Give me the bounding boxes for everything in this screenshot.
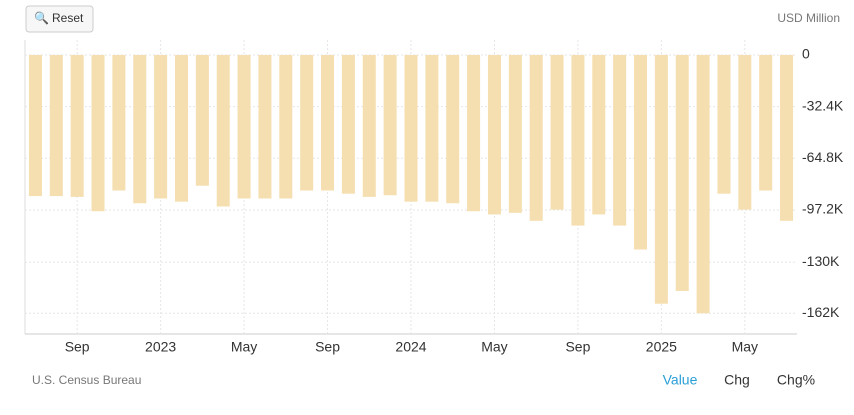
y-tick-label: -64.8K (802, 149, 844, 165)
bar (70, 54, 84, 197)
x-tick-label: 2024 (395, 339, 426, 355)
x-tick-label: Sep (65, 339, 90, 355)
bar (321, 54, 335, 191)
x-tick-label: Sep (565, 339, 590, 355)
bar (613, 54, 627, 226)
bar (675, 54, 689, 291)
bar (49, 54, 63, 197)
y-tick-label: -97.2K (802, 201, 844, 217)
bar (592, 54, 606, 215)
bar (279, 54, 293, 199)
bar (467, 54, 481, 212)
y-tick-label: -162K (802, 304, 840, 320)
bar (738, 54, 752, 210)
tab[interactable]: Chg (724, 372, 750, 388)
bar (654, 54, 668, 304)
x-tick-label: 2023 (145, 339, 176, 355)
bar (425, 54, 439, 202)
reset-label[interactable]: Reset (52, 11, 84, 25)
reset-button[interactable] (25, 5, 94, 33)
bar (508, 54, 522, 213)
bar (571, 54, 585, 226)
tab[interactable]: Chg% (777, 372, 815, 388)
bar (300, 54, 314, 191)
bar (237, 54, 251, 199)
bar (383, 54, 397, 196)
bar (780, 54, 794, 221)
x-tick-label: May (481, 339, 507, 355)
bar (112, 54, 126, 191)
bar (362, 54, 376, 197)
bar (195, 54, 209, 186)
source: U.S. Census Bureau (32, 373, 141, 387)
unit-label: USD Million (777, 11, 840, 25)
bar (529, 54, 543, 221)
bar (550, 54, 564, 210)
x-tick-label: 2025 (646, 339, 677, 355)
bar (487, 54, 501, 215)
bar (28, 54, 42, 197)
bar (341, 54, 355, 194)
y-tick-label: -130K (802, 253, 840, 269)
bar (91, 54, 105, 212)
bar (404, 54, 418, 202)
x-tick-label: Sep (315, 339, 340, 355)
tab[interactable]: Value (663, 372, 698, 388)
x-tick-label: May (732, 339, 758, 355)
bar (258, 54, 272, 199)
x-tick-label: May (231, 339, 257, 355)
bar (133, 54, 147, 204)
bar (634, 54, 648, 250)
y-tick-label: 0 (802, 46, 810, 62)
y-tick-label: -32.4K (802, 97, 844, 113)
bar (446, 54, 460, 204)
bar (216, 54, 230, 207)
bar (174, 54, 188, 202)
bar (696, 54, 710, 314)
bar (154, 54, 168, 199)
bar (717, 54, 731, 194)
bar (759, 54, 773, 191)
reset-icon: 🔍 (34, 10, 49, 25)
